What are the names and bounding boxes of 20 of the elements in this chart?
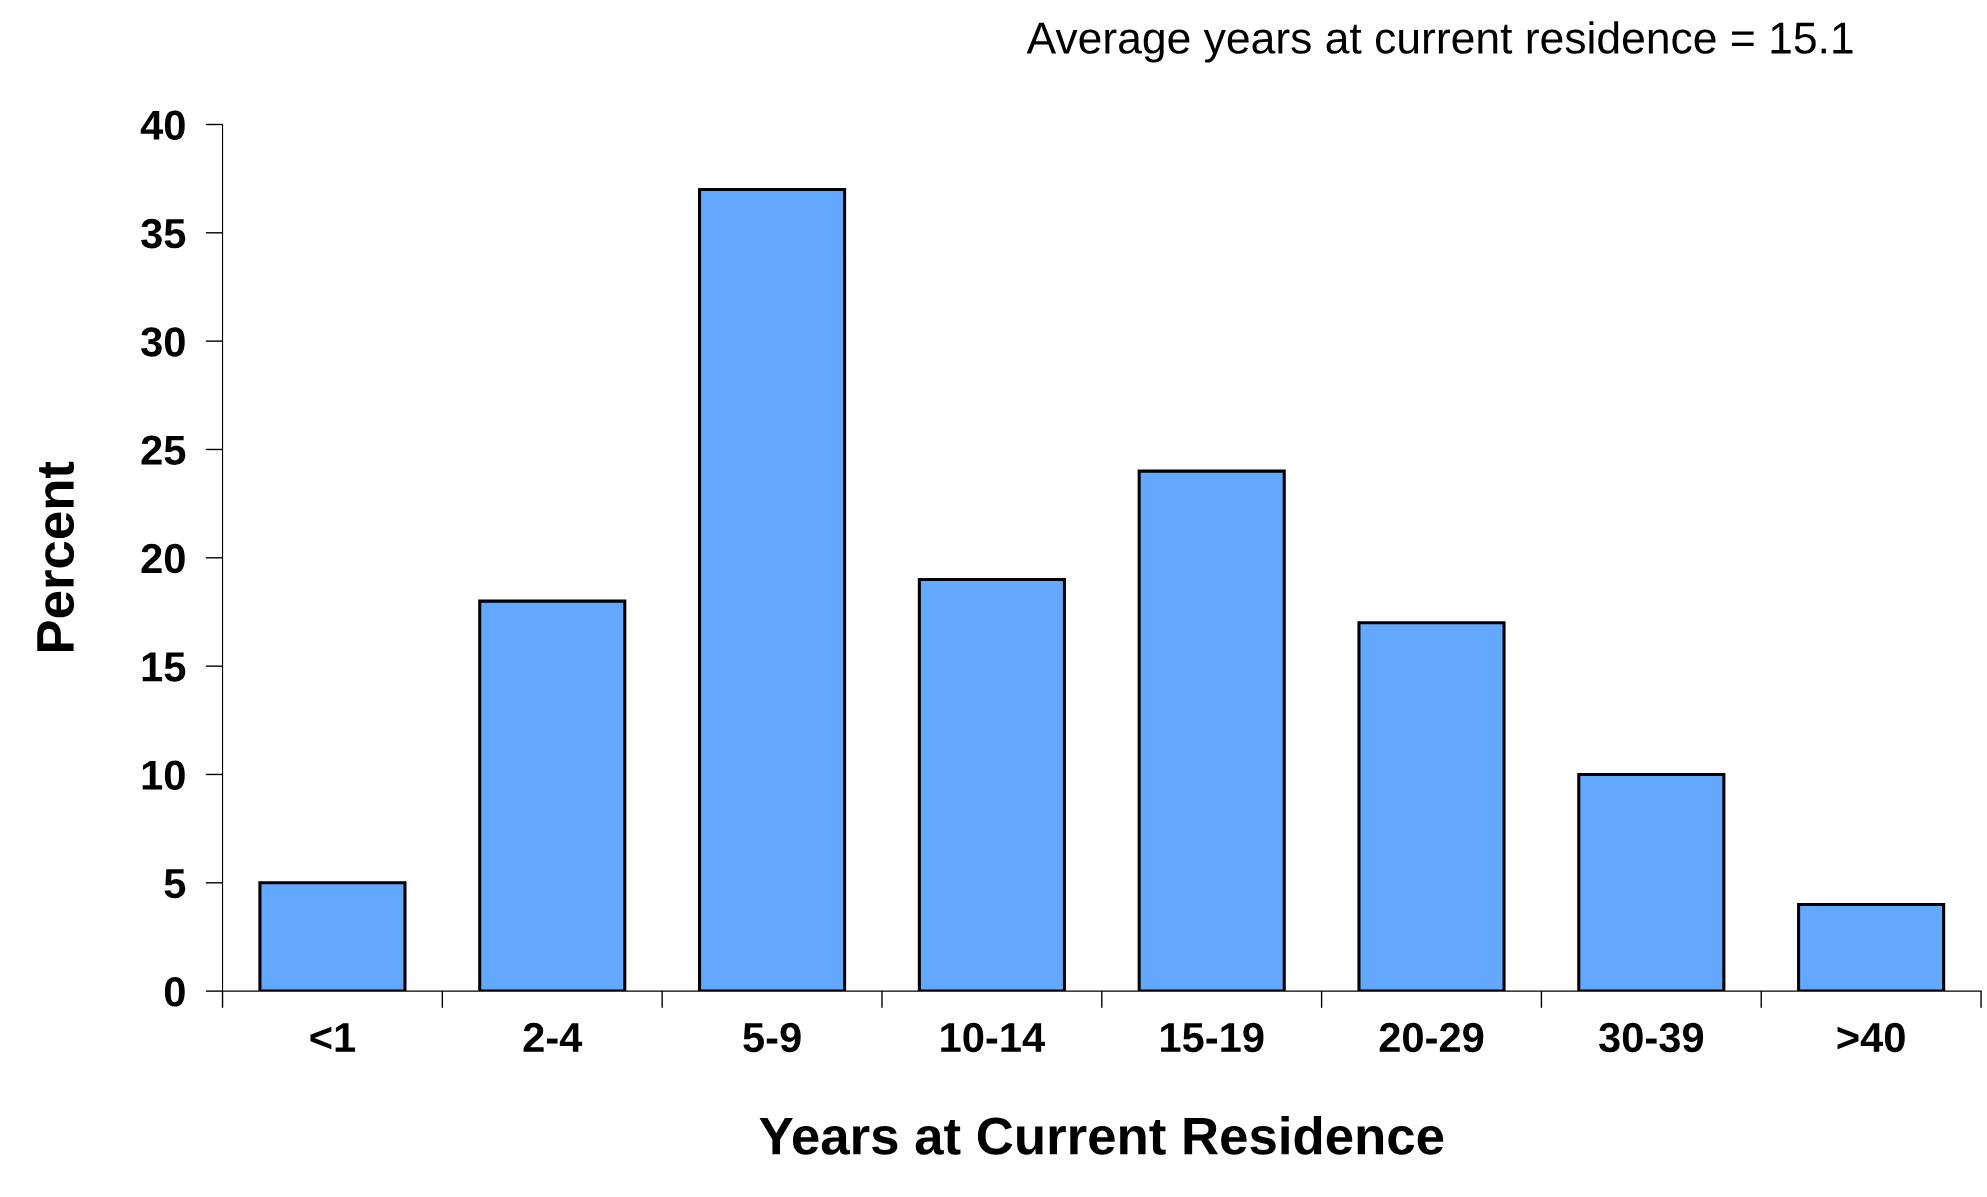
y-axis-title: Percent — [37, 461, 75, 652]
x-tick-label: 2-4 — [523, 1022, 583, 1052]
y-tick-label: 20 — [141, 543, 185, 574]
x-tick-label: 20-29 — [1379, 1022, 1484, 1053]
y-tick-label: 10 — [142, 760, 185, 790]
y-tick-label: 5 — [164, 869, 186, 899]
y-tick-label: 25 — [141, 435, 186, 465]
x-tick-label: 5-9 — [743, 1022, 801, 1053]
y-tick-label: 35 — [141, 218, 186, 249]
text: Average years at current residence = 15.1 — [1026, 21, 1853, 63]
x-tick-label: 10-14 — [941, 1022, 1045, 1053]
y-tick-label: 40 — [140, 110, 185, 140]
x-tick-label: >40 — [1837, 1022, 1905, 1053]
x-tick-label: 15-19 — [1161, 1022, 1264, 1053]
y-tick-label: 0 — [164, 977, 185, 1007]
x-tick-label: 30-39 — [1599, 1022, 1704, 1053]
y-tick-label: 15 — [142, 652, 186, 682]
x-tick-label: <1 — [310, 1023, 356, 1052]
x-axis-title: Years at Current Residence — [759, 1116, 1444, 1155]
y-tick-label: 30 — [141, 327, 185, 357]
